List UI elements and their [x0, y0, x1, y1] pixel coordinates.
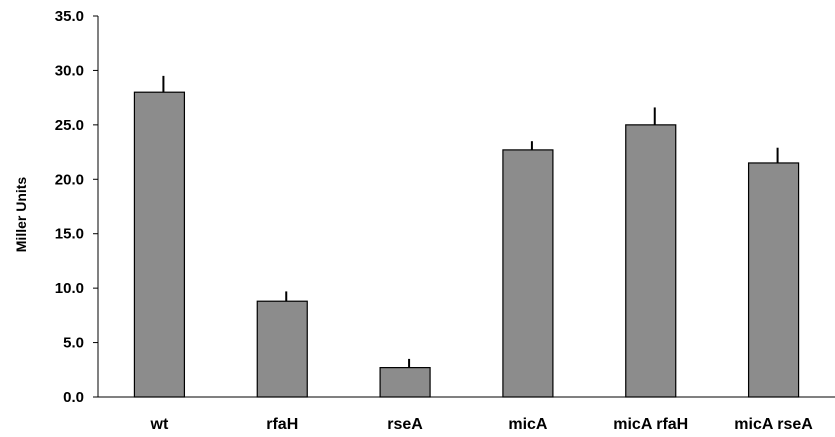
x-tick-label: wt [150, 416, 169, 433]
x-axis-labels: wt rfaH rseA micA micA rfaH micA rseA [150, 416, 814, 433]
y-tick-label: 15.0 [55, 226, 84, 243]
y-tick-label: 10.0 [55, 280, 84, 297]
y-tick-label: 35.0 [55, 8, 84, 25]
x-tick-label: rseA [387, 416, 423, 433]
y-tick-label: 20.0 [55, 171, 84, 188]
bar-mica-rsea [747, 162, 800, 398]
bar-mica [502, 149, 554, 398]
bar-mica-rfah [625, 124, 677, 398]
y-tick-label: 0.0 [63, 389, 84, 406]
bar-rfah [256, 300, 308, 398]
y-tick-label: 5.0 [63, 335, 84, 352]
x-tick-label: rfaH [266, 416, 298, 433]
error-bars [162, 75, 779, 368]
x-tick-label: micA rseA [734, 416, 813, 433]
bar-wt [133, 91, 186, 398]
bar-rsea [379, 367, 431, 398]
x-tick-label: micA [508, 416, 548, 433]
x-tick-label: micA rfaH [613, 416, 688, 433]
y-tick-label: 30.0 [55, 62, 84, 79]
bars [133, 91, 800, 398]
y-axis-ticks: 0.0 5.0 10.0 15.0 20.0 25.0 30.0 35.0 [55, 8, 98, 406]
y-tick-label: 25.0 [55, 117, 84, 134]
y-axis-title: Miller Units [13, 177, 29, 253]
